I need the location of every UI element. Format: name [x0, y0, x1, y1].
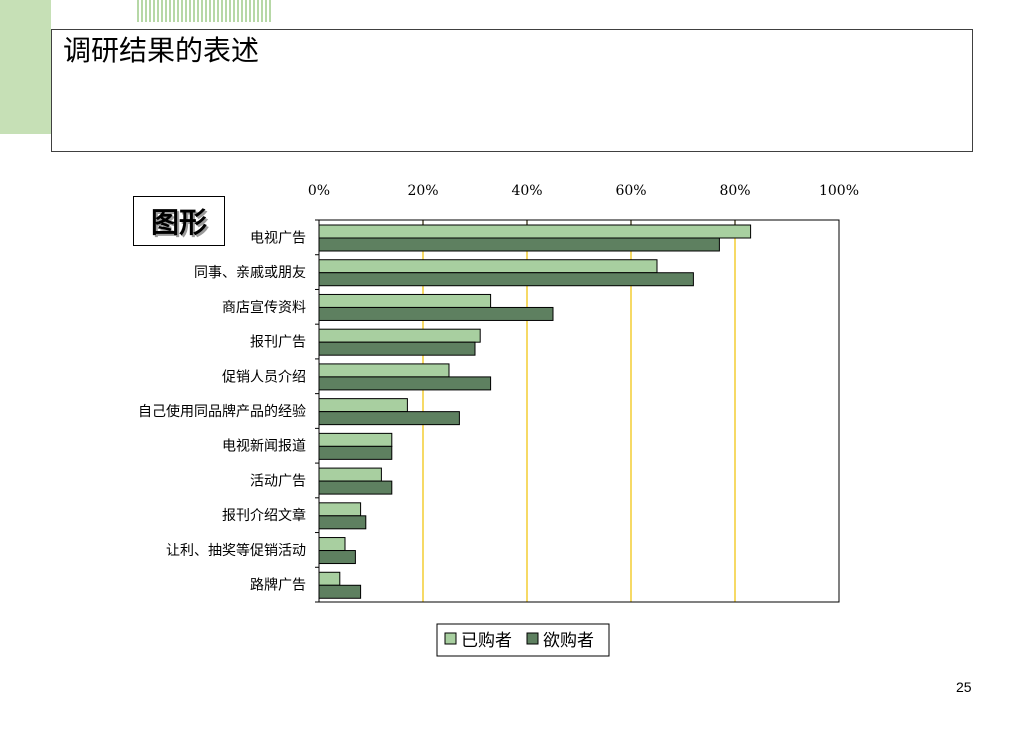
plot-border	[318, 219, 840, 603]
category-label: 报刊介绍文章	[222, 507, 306, 524]
legend-swatch-1	[444, 632, 457, 645]
category-label: 让利、抽奖等促销活动	[166, 542, 306, 559]
category-label: 同事、亲戚或朋友	[194, 265, 306, 281]
legend-swatch-2	[526, 632, 539, 645]
page-number: 25	[956, 679, 972, 695]
legend-label-2: 欲购者	[543, 631, 594, 651]
bar-series-1-category-8	[318, 467, 382, 482]
category-label: 活动广告	[250, 473, 306, 489]
decorative-green-block	[0, 0, 51, 134]
bar-series-1-category-6	[318, 398, 408, 413]
category-label: 报刊广告	[250, 335, 306, 351]
x-tick-label: 20%	[407, 183, 438, 199]
title-box: 调研结果的表述	[51, 29, 973, 152]
bar-series-2-category-3	[318, 306, 554, 321]
category-label: 电视新闻报道	[222, 439, 306, 455]
bar-series-1-category-1	[318, 224, 752, 239]
bar-series-2-category-11	[318, 584, 362, 599]
legend-box	[436, 623, 610, 657]
x-tick-label: 60%	[615, 183, 646, 199]
bar-series-2-category-2	[318, 272, 694, 287]
x-tick-label: 100%	[819, 183, 859, 199]
bar-series-1-category-2	[318, 259, 658, 274]
category-label: 路牌广告	[250, 577, 306, 594]
bar-series-2-category-8	[318, 480, 393, 495]
category-label: 促销人员介绍	[222, 369, 306, 385]
bar-series-2-category-6	[318, 411, 460, 426]
category-label: 自己使用同品牌产品的经验	[138, 403, 306, 420]
slide-title: 调研结果的表述	[63, 34, 260, 67]
bar-series-2-category-4	[318, 341, 476, 356]
bar-series-2-category-5	[318, 376, 492, 391]
category-label: 电视广告	[250, 230, 306, 246]
bar-series-1-category-5	[318, 363, 450, 378]
x-tick-label: 40%	[511, 183, 542, 199]
bar-series-1-category-10	[318, 537, 346, 552]
bar-series-1-category-4	[318, 328, 481, 343]
bar-series-2-category-1	[318, 237, 720, 252]
decorative-stripes	[137, 0, 271, 22]
category-label: 商店宣传资料	[222, 300, 306, 316]
bar-series-1-category-7	[318, 432, 393, 447]
bar-series-1-category-9	[318, 502, 362, 517]
x-tick-label: 0%	[308, 183, 330, 199]
bar-series-2-category-10	[318, 550, 356, 565]
bar-series-1-category-11	[318, 571, 341, 586]
legend-label-1: 已购者	[461, 631, 512, 651]
x-tick-label: 80%	[719, 183, 750, 199]
bar-series-2-category-9	[318, 515, 367, 530]
figure-label: 图形	[133, 196, 225, 246]
bar-series-2-category-7	[318, 445, 393, 460]
bar-series-1-category-3	[318, 293, 492, 308]
